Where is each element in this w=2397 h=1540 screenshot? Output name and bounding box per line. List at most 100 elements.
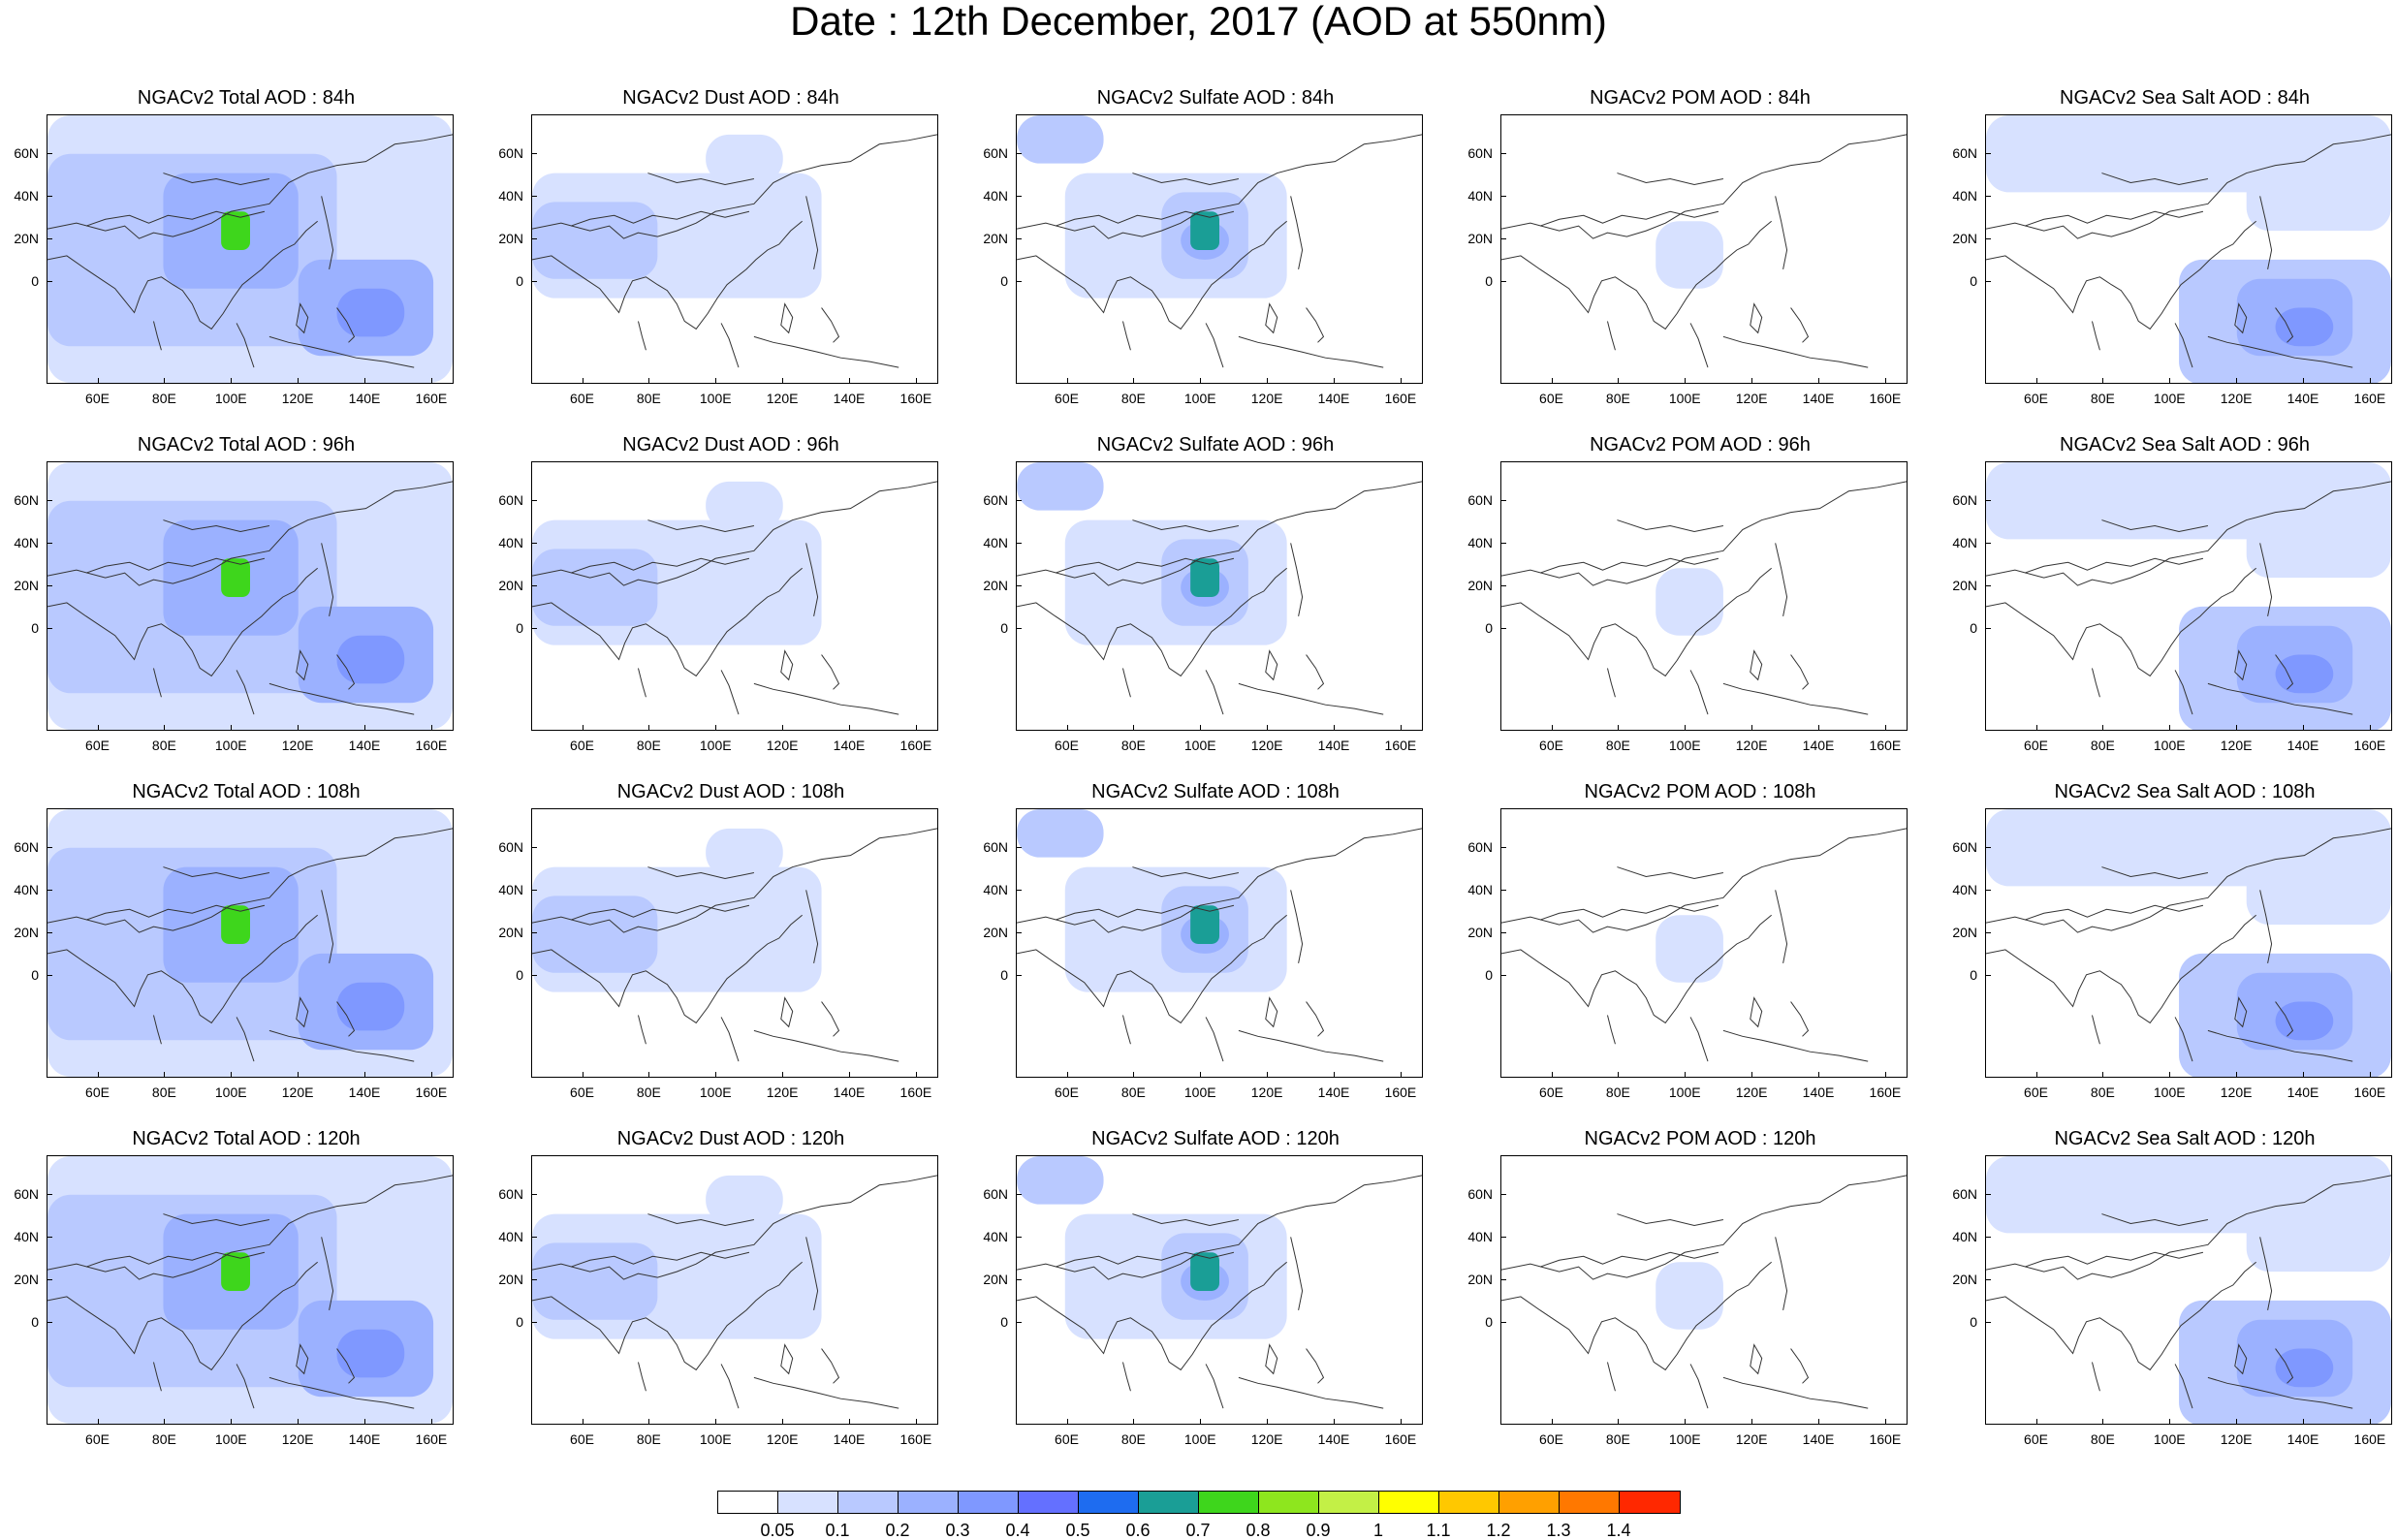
lat-tick-mark: [47, 585, 52, 587]
lat-tick-mark: [1985, 628, 1991, 630]
lon-tick-mark: [1884, 1419, 1886, 1425]
panel-title: NGACv2 POM AOD : 96h: [1590, 434, 1811, 456]
aod-map: [47, 461, 454, 731]
lat-tick-label: 40N: [498, 1228, 523, 1244]
lon-tick-mark: [231, 1072, 233, 1078]
lat-tick-label: 0: [516, 967, 523, 984]
lon-tick-mark: [782, 1072, 784, 1078]
lon-tick-label: 160E: [899, 1431, 932, 1447]
aod-map: [1016, 461, 1423, 731]
lon-tick-label: 60E: [1539, 738, 1563, 753]
colorbar-label: 0.1: [825, 1521, 850, 1540]
lat-tick-label: 40N: [1952, 881, 1977, 897]
lon-tick-label: 140E: [833, 1084, 866, 1100]
aod-shading: [2246, 134, 2391, 232]
lon-tick-mark: [2102, 378, 2104, 384]
aod-shading: [532, 202, 658, 279]
colorbar-swatch: [1019, 1492, 1079, 1513]
lat-tick-label: 60N: [1952, 144, 1977, 161]
aod-shading: [2246, 828, 2391, 926]
lon-tick-mark: [364, 725, 366, 731]
lon-tick-mark: [430, 725, 432, 731]
lon-tick-label: 100E: [1183, 1431, 1216, 1447]
lat-tick-label: 40N: [498, 187, 523, 204]
aod-shading: [1656, 915, 1723, 983]
aod-field: [1017, 809, 1422, 1062]
lat-tick-label: 40N: [1952, 187, 1977, 204]
colorbar-swatch: [1259, 1492, 1319, 1513]
coastline: [1017, 1175, 1422, 1409]
lon-tick-mark: [1066, 1419, 1068, 1425]
aod-map: [1016, 808, 1423, 1078]
figure-title: Date : 12th December, 2017 (AOD at 550nm…: [790, 0, 1607, 44]
lon-tick-label: 160E: [2353, 1084, 2386, 1100]
lon-tick-label: 160E: [1384, 738, 1417, 753]
lon-tick-label: 80E: [1120, 1431, 1146, 1447]
lat-tick-label: 0: [1000, 967, 1008, 984]
lat-tick-label: 20N: [498, 1272, 523, 1288]
lon-tick-mark: [97, 1419, 99, 1425]
lon-tick-label: 160E: [2353, 1431, 2386, 1447]
lon-tick-label: 80E: [636, 1431, 661, 1447]
lon-tick-label: 120E: [1250, 1084, 1283, 1100]
colorbar: [717, 1491, 1681, 1514]
lon-tick-label: 80E: [151, 738, 176, 753]
lat-tick-mark: [1985, 1236, 1991, 1238]
lon-tick-mark: [2169, 725, 2171, 731]
lon-tick-mark: [1818, 1072, 1820, 1078]
lat-tick-mark: [1016, 1193, 1022, 1195]
aod-field: [1017, 462, 1422, 715]
lon-tick-mark: [2102, 725, 2104, 731]
lon-tick-mark: [298, 725, 300, 731]
aod-shading: [532, 549, 658, 626]
lat-tick-label: 60N: [498, 144, 523, 161]
lat-tick-mark: [1500, 932, 1506, 934]
lat-tick-label: 20N: [14, 578, 39, 594]
map-panel-dust-3: NGACv2 Dust AOD : 120h 60N 40N 20N 0 60E 80E 10…: [489, 1126, 973, 1456]
coastline: [1986, 828, 2391, 1062]
lat-tick-mark: [47, 238, 52, 240]
lon-tick-label: 80E: [1605, 1084, 1630, 1100]
colorbar-label: 0.8: [1246, 1521, 1271, 1540]
colorbar-swatch: [718, 1492, 778, 1513]
colorbar-swatch: [1560, 1492, 1620, 1513]
lon-tick-label: 80E: [636, 1084, 661, 1100]
panel-title: NGACv2 POM AOD : 84h: [1590, 87, 1811, 109]
lon-tick-mark: [1133, 378, 1135, 384]
lon-tick-label: 120E: [1735, 1084, 1768, 1100]
colorbar-swatch: [1620, 1492, 1680, 1513]
lon-tick-label: 140E: [1317, 1084, 1350, 1100]
lon-tick-mark: [97, 725, 99, 731]
colorbar-label: 1.3: [1546, 1521, 1571, 1540]
lon-tick-label: 140E: [1802, 738, 1835, 753]
lat-tick-mark: [531, 975, 537, 977]
aod-shading: [706, 1175, 783, 1224]
lon-tick-label: 120E: [766, 1431, 799, 1447]
lon-tick-label: 100E: [699, 1431, 732, 1447]
lon-tick-mark: [1400, 1419, 1402, 1425]
lat-tick-mark: [1985, 1279, 1991, 1281]
lat-tick-label: 40N: [1467, 534, 1493, 550]
lat-tick-mark: [531, 932, 537, 934]
lat-tick-mark: [1500, 975, 1506, 977]
lat-tick-mark: [1016, 1279, 1022, 1281]
aod-map: [1500, 461, 1908, 731]
lon-tick-label: 120E: [766, 391, 799, 406]
lon-tick-label: 160E: [1384, 391, 1417, 406]
lat-tick-mark: [531, 281, 537, 283]
colorbar-swatch: [1079, 1492, 1139, 1513]
lat-tick-mark: [531, 1236, 537, 1238]
lon-tick-mark: [915, 378, 917, 384]
lat-tick-mark: [47, 152, 52, 154]
lat-tick-label: 40N: [1467, 187, 1493, 204]
lat-tick-mark: [1016, 152, 1022, 154]
lon-tick-label: 100E: [1668, 1431, 1701, 1447]
lon-tick-mark: [1818, 725, 1820, 731]
lon-tick-label: 120E: [1250, 1431, 1283, 1447]
lon-tick-mark: [849, 1072, 851, 1078]
lat-tick-mark: [1016, 846, 1022, 848]
aod-map: [531, 1155, 938, 1425]
lat-tick-mark: [1500, 585, 1506, 587]
lat-tick-label: 40N: [1467, 1228, 1493, 1244]
lon-tick-mark: [2035, 1419, 2037, 1425]
